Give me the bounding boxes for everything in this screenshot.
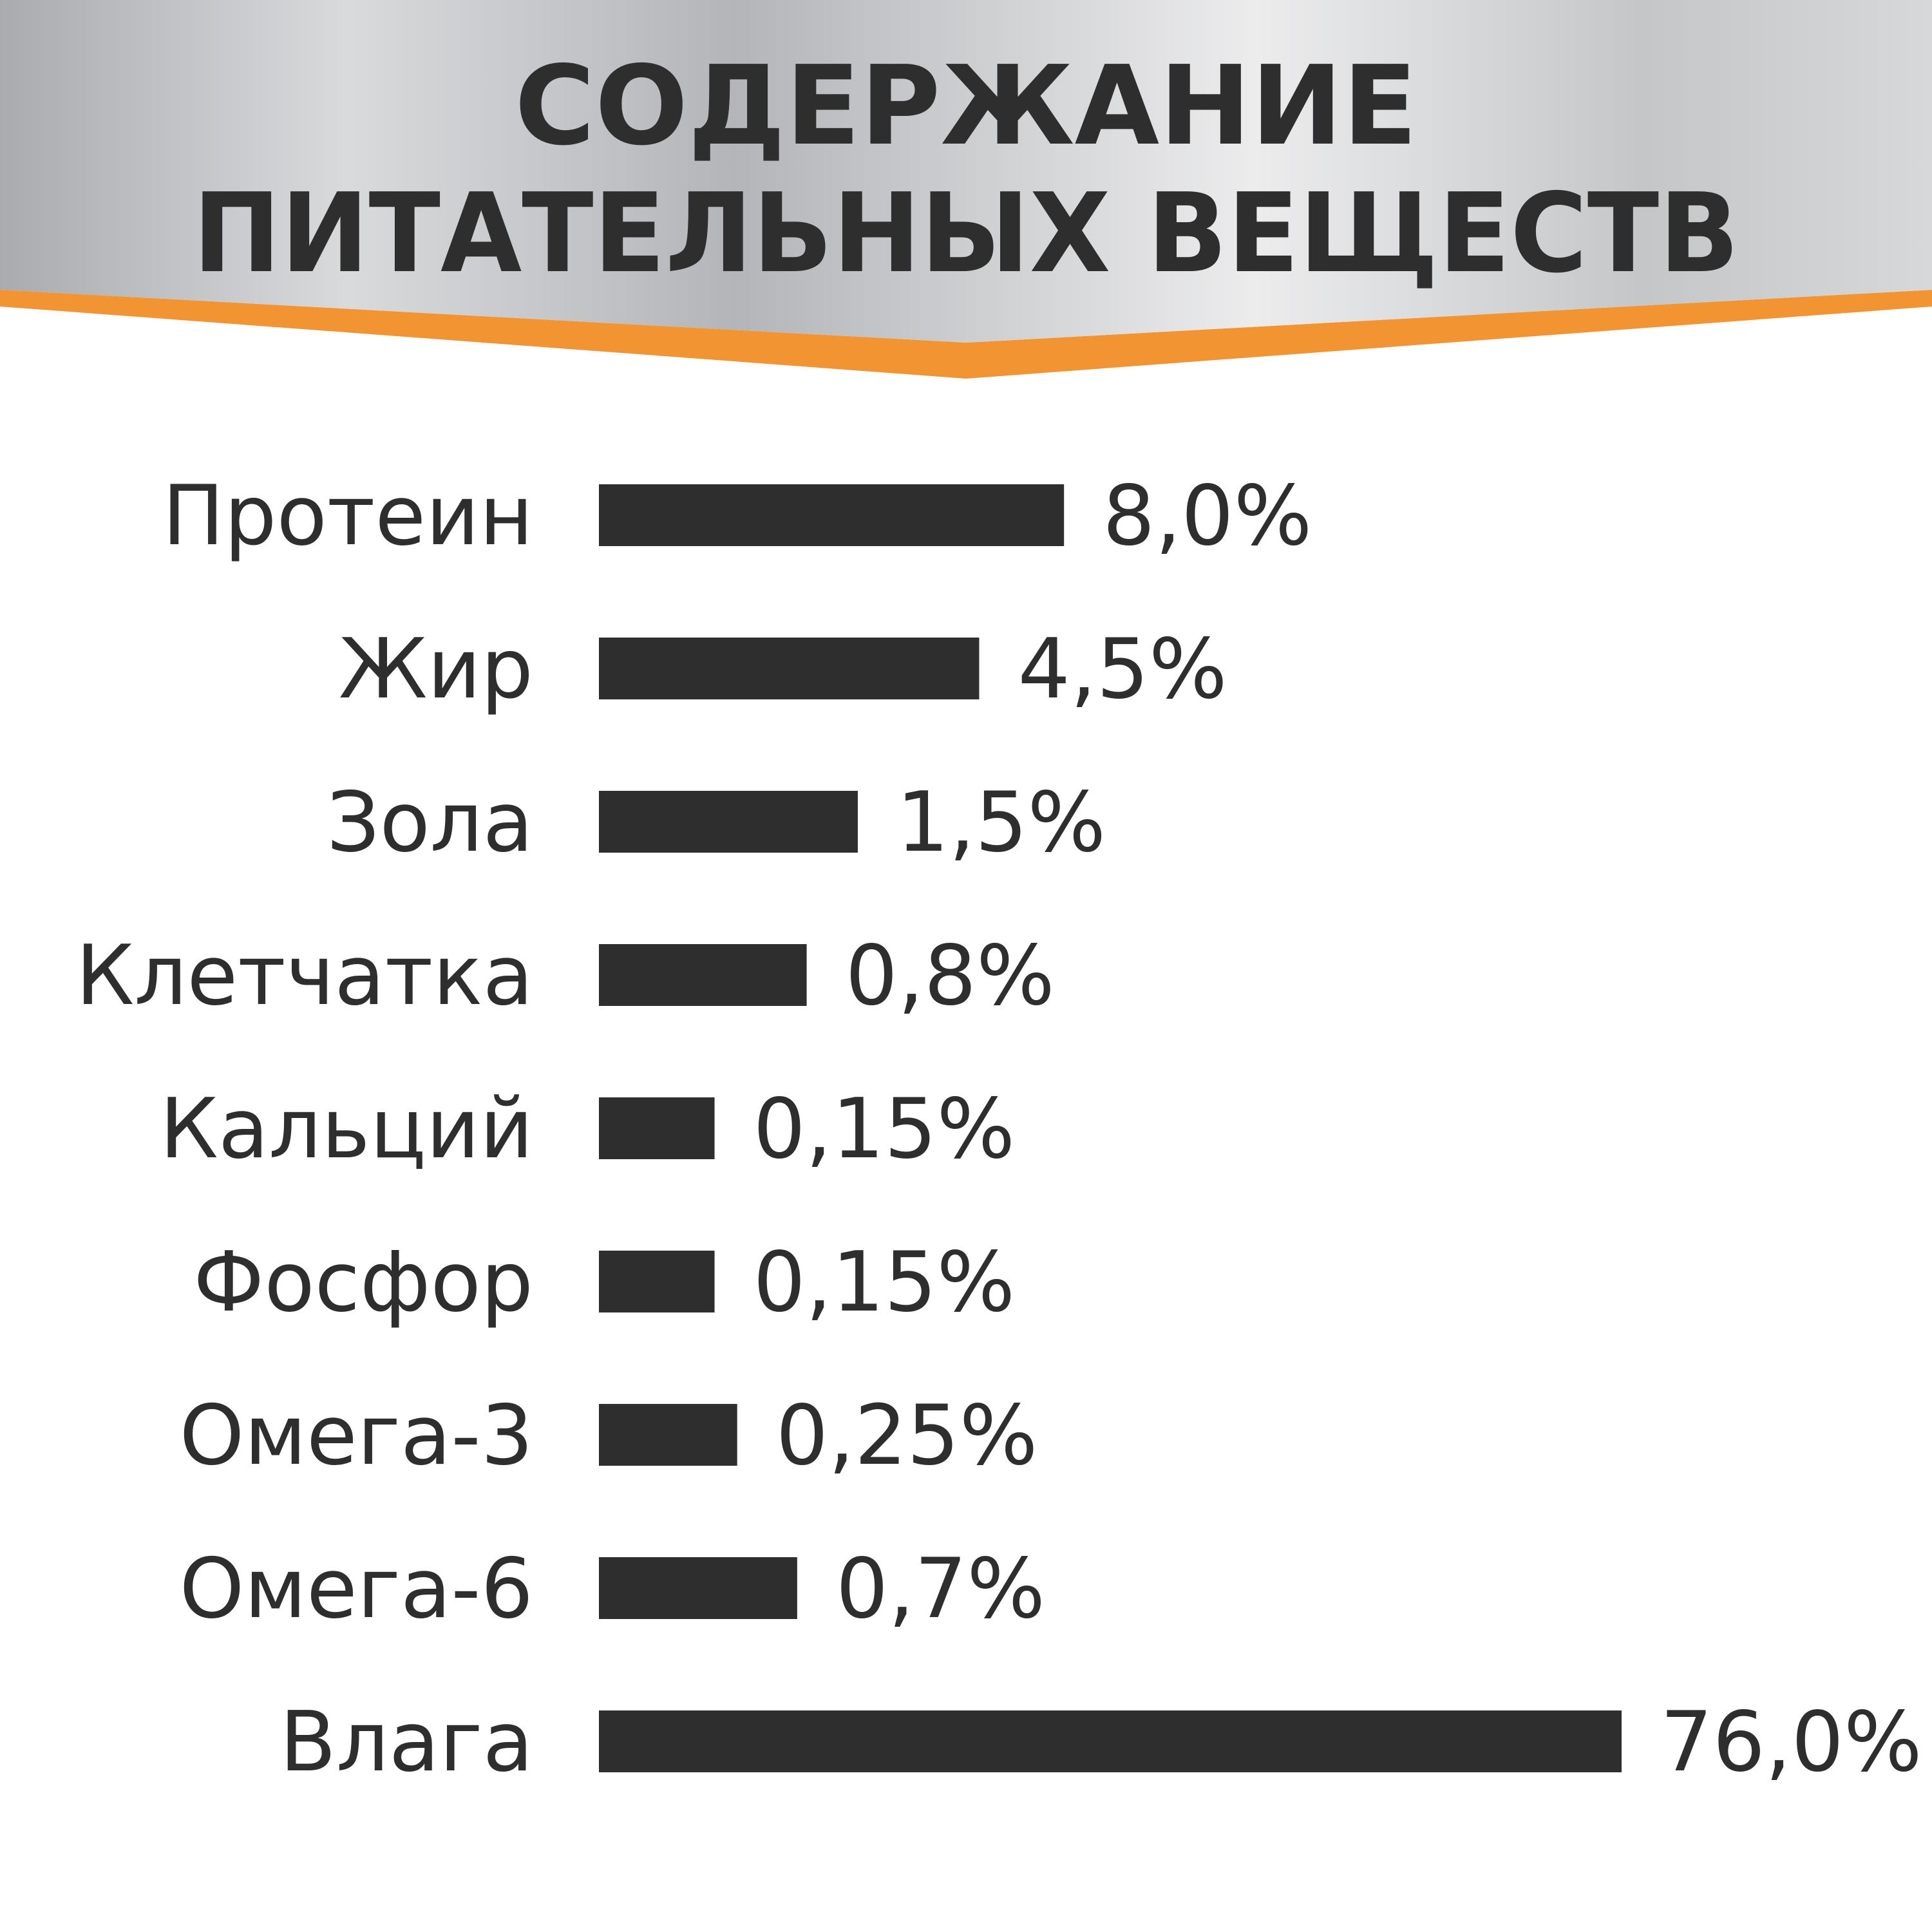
bar-row-0	[599, 484, 1064, 546]
value-label-row-8: 76,0%	[1660, 1694, 1922, 1790]
value-label-row-3: 0,8%	[846, 928, 1055, 1024]
bar-row-3	[599, 944, 807, 1006]
bar-row-5	[599, 1251, 715, 1312]
page-title-line-2: ПИТАТЕЛЬНЫХ ВЕЩЕСТВ	[39, 179, 1893, 289]
bar-row-4	[599, 1097, 715, 1159]
value-label-row-1: 4,5%	[1018, 621, 1227, 717]
bar-row-6	[599, 1404, 737, 1466]
value-label-row-6: 0,25%	[776, 1388, 1038, 1484]
value-label-row-0: 8,0%	[1103, 468, 1312, 564]
category-label-row-6: Омега-3	[180, 1388, 533, 1484]
value-label-row-4: 0,15%	[753, 1081, 1016, 1177]
category-label-row-2: Зола	[327, 775, 533, 871]
category-label-row-3: Клетчатка	[76, 928, 533, 1024]
category-label-row-1: Жир	[339, 621, 533, 717]
value-label-row-5: 0,15%	[753, 1235, 1016, 1331]
value-label-row-2: 1,5%	[896, 775, 1106, 871]
bar-row-7	[599, 1557, 797, 1619]
category-label-row-8: Влага	[279, 1694, 533, 1790]
bar-row-2	[599, 791, 858, 853]
value-label-row-7: 0,7%	[836, 1541, 1045, 1637]
bar-row-1	[599, 638, 979, 699]
category-label-row-0: Протеин	[162, 468, 533, 564]
page-title-line-1: СОДЕРЖАНИЕ	[0, 52, 1932, 161]
bar-row-8	[599, 1710, 1622, 1772]
category-label-row-7: Омега-6	[180, 1541, 533, 1637]
nutrient-bar-chart: Протеин 8,0% Жир 4,5% Зола 1,5% Клетчатка 0,8% К…	[0, 399, 1932, 1816]
category-label-row-4: Кальций	[160, 1081, 533, 1177]
category-label-row-5: Фосфор	[193, 1235, 533, 1331]
